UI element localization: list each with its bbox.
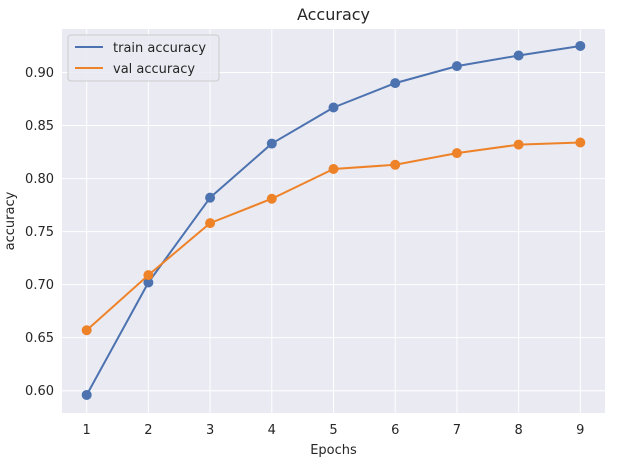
data-point-train xyxy=(328,102,339,113)
legend-label-train: train accuracy xyxy=(113,41,206,56)
data-point-val xyxy=(266,193,277,204)
data-point-train xyxy=(266,138,277,149)
x-tick-label: 4 xyxy=(268,423,276,438)
y-tick-label: 0.60 xyxy=(25,384,54,399)
chart-title: Accuracy xyxy=(297,5,370,24)
x-tick-label: 1 xyxy=(83,423,91,438)
y-tick-label: 0.65 xyxy=(25,331,54,346)
data-point-val xyxy=(390,159,401,170)
data-point-val xyxy=(575,137,586,148)
legend: train accuracy val accuracy xyxy=(67,34,220,82)
grid-lines xyxy=(62,29,605,413)
series-val xyxy=(81,137,586,336)
data-point-val xyxy=(328,164,339,175)
data-point-val xyxy=(513,139,524,150)
data-point-val xyxy=(81,325,92,336)
data-point-train xyxy=(81,389,92,400)
y-tick-label: 0.90 xyxy=(25,66,54,81)
x-tick-label: 2 xyxy=(144,423,152,438)
x-tick-label: 6 xyxy=(391,423,399,438)
legend-label-val: val accuracy xyxy=(113,62,195,77)
data-point-train xyxy=(451,61,462,72)
data-point-train xyxy=(205,192,216,203)
data-point-val xyxy=(143,270,154,281)
data-point-train xyxy=(390,78,401,89)
x-tick-label: 8 xyxy=(514,423,522,438)
data-point-val xyxy=(205,218,216,229)
data-point-val xyxy=(451,148,462,159)
series-layer xyxy=(81,40,586,400)
series-train xyxy=(81,40,586,400)
x-tick-label: 3 xyxy=(206,423,214,438)
legend-box xyxy=(67,34,220,82)
x-tick-label: 7 xyxy=(453,423,461,438)
x-tick-label: 9 xyxy=(576,423,584,438)
data-point-train xyxy=(513,50,524,61)
x-axis-label: Epochs xyxy=(310,443,357,458)
y-axis-label: accuracy xyxy=(3,191,18,250)
data-point-train xyxy=(575,40,586,51)
y-tick-label: 0.85 xyxy=(25,119,54,134)
data-point-train xyxy=(143,277,154,288)
y-tick-label: 0.80 xyxy=(25,172,54,187)
x-tick-label: 5 xyxy=(329,423,337,438)
tick-labels: 1 2 3 4 5 6 7 8 9 0.60 0.65 0.70 0.75 0.80 0.85 0.90 xyxy=(25,66,584,438)
y-tick-label: 0.70 xyxy=(25,278,54,293)
y-tick-label: 0.75 xyxy=(25,225,54,240)
